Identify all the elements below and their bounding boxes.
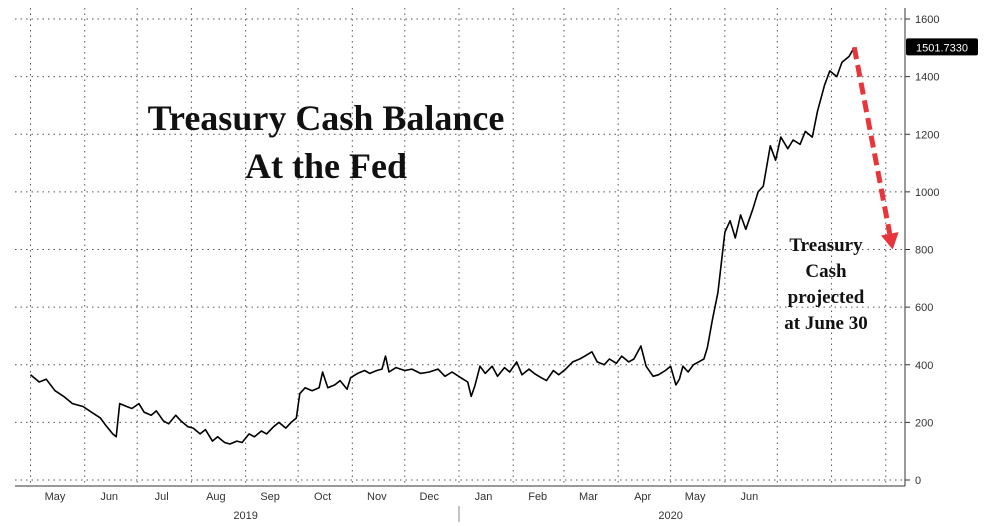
last-value-badge: 1501.7330	[906, 38, 978, 56]
x-tick-label-month: Dec	[419, 491, 439, 503]
x-tick-label-month: Jun	[740, 491, 758, 503]
projection-arrow-shaft	[851, 46, 893, 235]
y-tick-label: 1200	[915, 129, 939, 141]
x-tick-label-month: Sep	[260, 491, 280, 503]
annotation-line-4: at June 30	[784, 313, 867, 334]
y-tick-label: 400	[915, 360, 933, 372]
last-value-label: 1501.7330	[916, 42, 968, 54]
chart-title: Treasury Cash Balance At the Fed	[148, 98, 505, 186]
x-tick-label-month: Feb	[528, 491, 547, 503]
last-value-badge-bg	[906, 38, 978, 56]
y-tick-label: 800	[915, 245, 933, 257]
y-tick-label: 0	[915, 475, 921, 487]
projection-arrow	[851, 46, 899, 250]
y-tick-label: 1000	[915, 187, 939, 199]
annotation-line-2: Cash	[805, 261, 847, 282]
x-tick-label-month: Aug	[206, 491, 226, 503]
y-tick-label: 1600	[915, 14, 939, 26]
x-tick-label-year: 2019	[233, 510, 257, 522]
chart-title-line-2: At the Fed	[245, 146, 407, 186]
y-tick-label: 600	[915, 302, 933, 314]
annotation-line-3: projected	[788, 287, 865, 308]
projection-annotation: Treasury Cash projected at June 30	[784, 235, 867, 334]
x-tick-label-month: Oct	[314, 491, 331, 503]
chart-title-line-1: Treasury Cash Balance	[148, 98, 505, 138]
y-tick-label: 200	[915, 417, 933, 429]
x-tick-label-month: Jan	[475, 491, 493, 503]
series-line-treasury-cash	[29, 46, 855, 445]
y-axis: 0 200 400 600 800 1000 1200 1400 1600	[904, 8, 939, 487]
x-tick-label-month: Jul	[155, 491, 169, 503]
x-tick-label-year: 2020	[658, 510, 682, 522]
x-axis: May Jun Jul Aug Sep Oct Nov Dec Jan Feb Mar Apr May J…	[15, 485, 905, 522]
x-tick-label-month: Apr	[634, 491, 651, 503]
annotation-line-1: Treasury	[789, 235, 863, 256]
x-tick-label-month: Mar	[579, 491, 598, 503]
projection-arrow-head	[880, 232, 899, 250]
y-tick-label: 1400	[915, 72, 939, 84]
x-tick-label-month: May	[45, 491, 66, 503]
x-tick-label-month: Jun	[100, 491, 118, 503]
x-tick-label-month: Nov	[367, 491, 387, 503]
x-tick-label-month: May	[685, 491, 706, 503]
